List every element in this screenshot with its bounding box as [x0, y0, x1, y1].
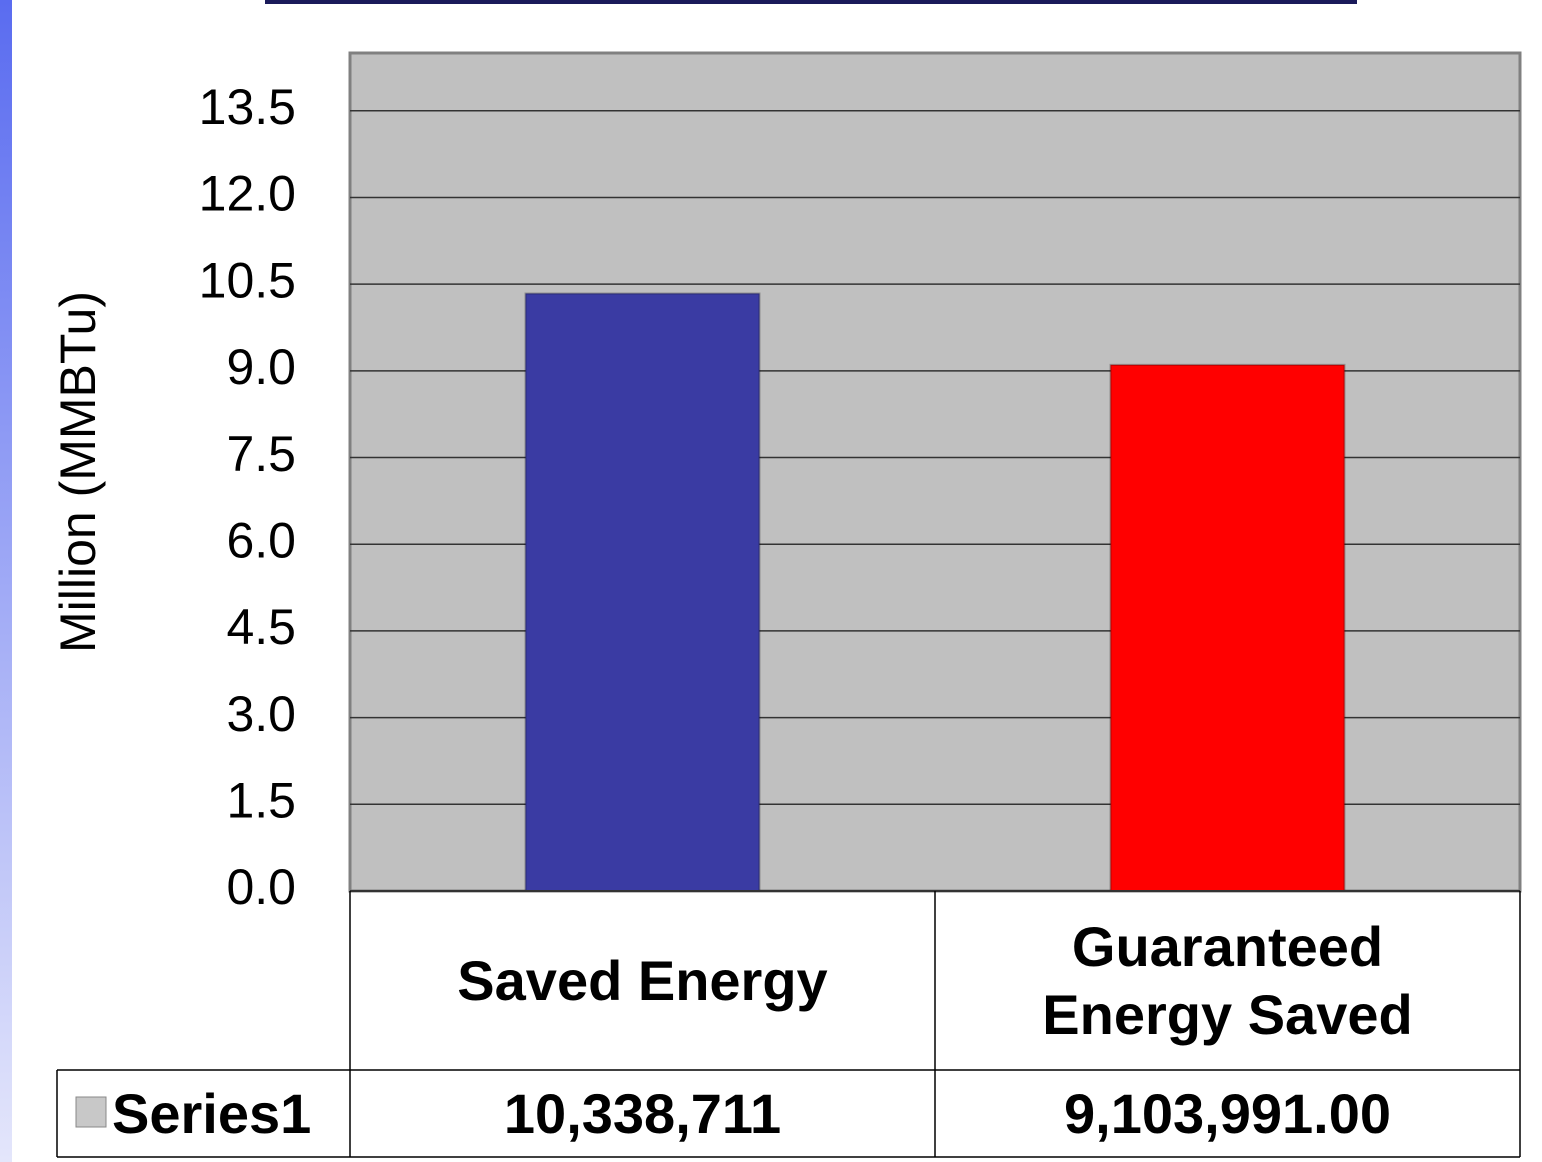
bar	[524, 292, 761, 892]
top-decoration	[265, 0, 1357, 4]
bar	[1109, 363, 1346, 892]
legend-key	[75, 1096, 107, 1128]
y-tick-label: 0.0	[226, 859, 296, 915]
data-table-value: 10,338,711	[503, 1081, 782, 1145]
plot: 0.0 1.5 3.0 4.5 6.0 7.5 9.0 10.5 12.0 13.5	[199, 51, 1522, 915]
y-tick-label: 9.0	[226, 339, 296, 395]
legend-label: Series1	[112, 1081, 312, 1145]
y-tick-label: 4.5	[226, 599, 296, 655]
data-table-value: 9,103,991.00	[1064, 1081, 1391, 1145]
y-tick-label: 12.0	[199, 166, 296, 222]
y-tick-label: 1.5	[226, 773, 296, 829]
y-tick-label: 6.0	[226, 512, 296, 568]
y-tick-label: 10.5	[199, 252, 296, 308]
x-category-label: Guaranteed Energy Saved	[1042, 915, 1413, 1046]
y-axis-label: Million (MMBTu)	[50, 291, 106, 653]
y-tick-label: 13.5	[199, 79, 296, 135]
y-tick-label: 3.0	[226, 686, 296, 742]
y-tick-label: 7.5	[226, 426, 296, 482]
data-table-grid	[56, 891, 1521, 1158]
x-category-label: Saved Energy	[457, 948, 828, 1012]
edge-decoration	[0, 0, 12, 1162]
